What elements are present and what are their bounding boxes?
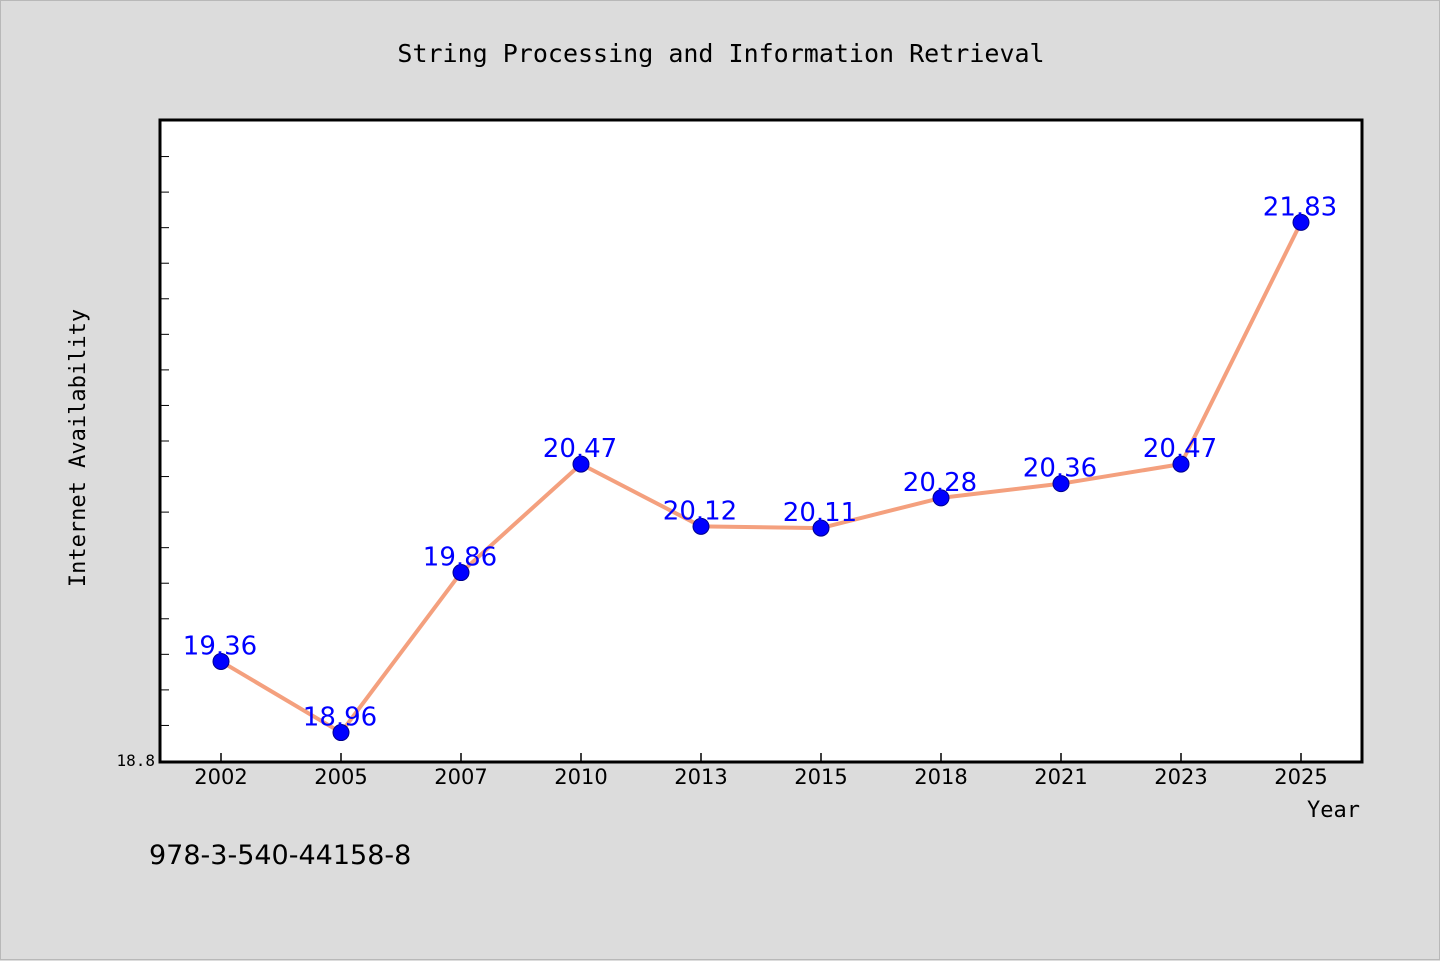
series-line — [219, 220, 1303, 735]
x-tick-label: 2007 — [434, 765, 487, 789]
data-point-marker — [1172, 455, 1190, 473]
data-label: 20.47 — [543, 434, 617, 464]
data-point-marker — [572, 455, 590, 473]
data-label: 19.86 — [423, 543, 497, 573]
x-tick-label: 2010 — [554, 765, 607, 789]
footer-isbn: 978-3-540-44158-8 — [149, 840, 411, 871]
data-label: 20.12 — [663, 496, 737, 526]
data-point-marker — [1292, 213, 1310, 231]
data-label: 20.36 — [1023, 454, 1097, 484]
data-label: 20.47 — [1143, 434, 1217, 464]
data-label: 19.36 — [183, 631, 257, 661]
data-label: 21.83 — [1263, 192, 1337, 222]
series-layer: 19.36 18.96 19.86 20.47 20.12 20.11 20.28 20.36… — [183, 192, 1337, 742]
data-label: 20.28 — [903, 468, 977, 498]
y-tick-label: 18.8 — [116, 751, 155, 770]
data-point-marker — [212, 652, 230, 670]
x-tick-label: 2018 — [914, 765, 967, 789]
plot-area — [158, 118, 1364, 764]
x-axis-ticks: 2002 2005 2007 2010 2013 2015 2018 2021 2023 2025 — [194, 753, 1328, 789]
data-point-marker — [1052, 475, 1070, 493]
data-point-marker — [932, 489, 950, 507]
x-axis-label: Year — [1307, 798, 1360, 823]
data-point-marker — [452, 564, 470, 582]
data-point-marker — [692, 517, 710, 535]
x-tick-label: 2015 — [794, 765, 847, 789]
y-axis-ticks: 18.8 — [116, 156, 169, 770]
data-label: 18.96 — [303, 703, 377, 733]
y-axis-label: Internet Availability — [66, 309, 91, 587]
data-point-marker — [332, 724, 350, 742]
data-label: 20.11 — [783, 498, 857, 528]
x-tick-label: 2021 — [1034, 765, 1087, 789]
data-point-marker — [812, 519, 830, 537]
x-tick-label: 2025 — [1274, 765, 1327, 789]
x-tick-label: 2002 — [194, 765, 247, 789]
x-tick-label: 2005 — [314, 765, 367, 789]
x-tick-label: 2013 — [674, 765, 727, 789]
x-tick-label: 2023 — [1154, 765, 1207, 789]
chart-title: String Processing and Information Retrie… — [397, 39, 1044, 68]
